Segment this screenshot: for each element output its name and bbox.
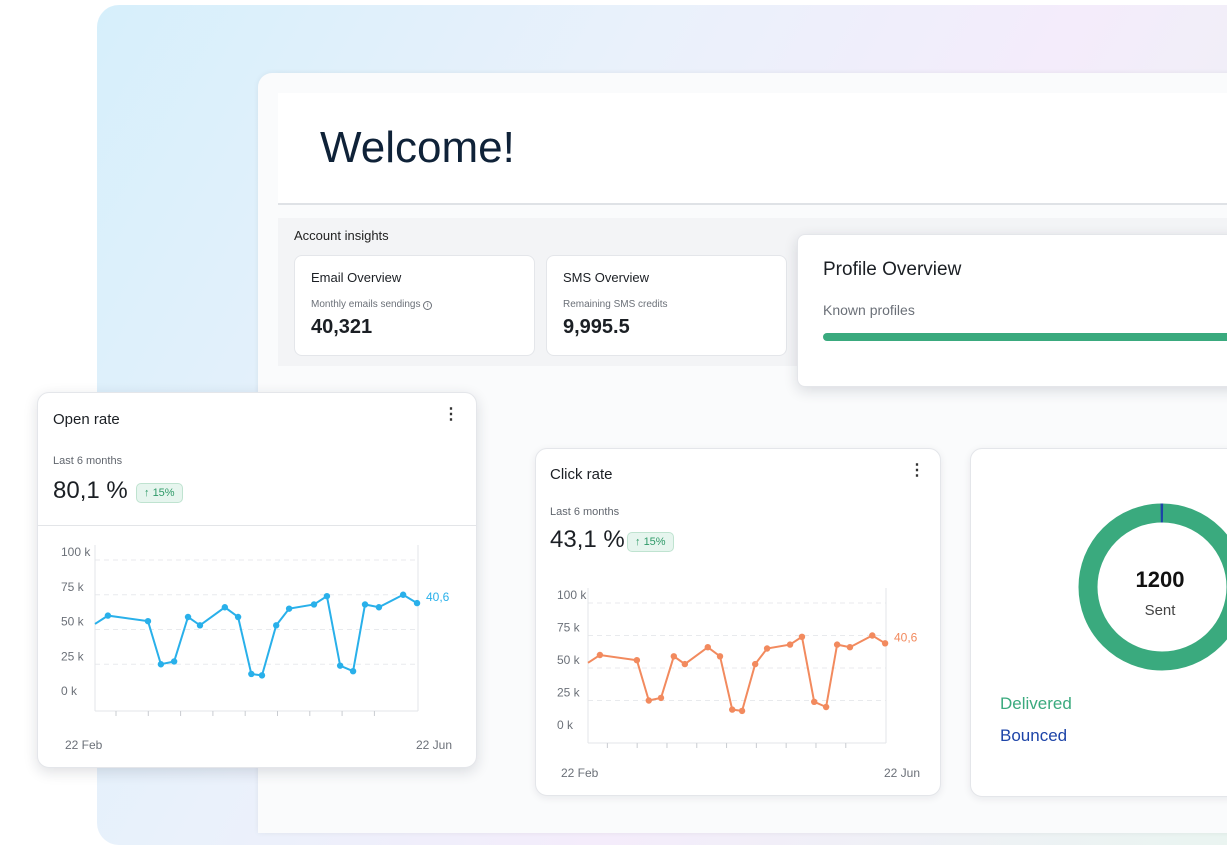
legend-delivered: Delivered [1000, 694, 1072, 713]
card-value: 9,995.5 [563, 316, 630, 338]
change-value: 15% [643, 536, 666, 548]
sms-overview-card[interactable]: SMS Overview Remaining SMS credits 9,995… [546, 255, 787, 356]
card-title: Open rate [53, 411, 120, 428]
change-value: 15% [152, 487, 175, 499]
divider [38, 525, 476, 526]
delivery-card: Delivered Bounced [970, 448, 1227, 797]
more-options-icon[interactable]: ⋮ [443, 406, 459, 423]
profile-overview-card[interactable]: Profile Overview Known profiles [797, 234, 1227, 387]
card-label: Remaining SMS credits [563, 299, 668, 310]
card-title: Click rate [550, 466, 613, 483]
arrow-up-icon: ↑ [635, 536, 641, 548]
click-rate-card: Click rate ⋮ Last 6 months 43,1 % ↑ 15% [535, 448, 941, 796]
open-rate-card: Open rate ⋮ Last 6 months 80,1 % ↑ 15% [37, 392, 477, 768]
rate-value: 43,1 % [550, 526, 625, 553]
label-text: Monthly emails sendings [311, 299, 421, 310]
known-profiles-label: Known profiles [823, 302, 915, 318]
email-overview-card[interactable]: Email Overview Monthly emails sendings i… [294, 255, 535, 356]
known-profiles-bar [823, 333, 1227, 341]
rate-value: 80,1 % [53, 477, 128, 504]
card-value: 40,321 [311, 316, 373, 338]
card-title: Email Overview [311, 270, 402, 285]
section-title: Account insights [294, 228, 389, 243]
legend-bounced: Bounced [1000, 726, 1068, 745]
period-label: Last 6 months [550, 506, 620, 518]
card-title: Profile Overview [823, 259, 962, 280]
more-options-icon[interactable]: ⋮ [909, 462, 925, 479]
welcome-header: Welcome! [278, 93, 1227, 205]
info-icon[interactable]: i [423, 301, 433, 310]
change-badge: ↑ 15% [627, 532, 674, 552]
change-badge: ↑ 15% [136, 483, 183, 503]
page-title: Welcome! [320, 123, 515, 172]
card-title: SMS Overview [563, 270, 649, 285]
card-label: Monthly emails sendings i [311, 299, 433, 310]
period-label: Last 6 months [53, 455, 123, 467]
arrow-up-icon: ↑ [144, 487, 150, 499]
